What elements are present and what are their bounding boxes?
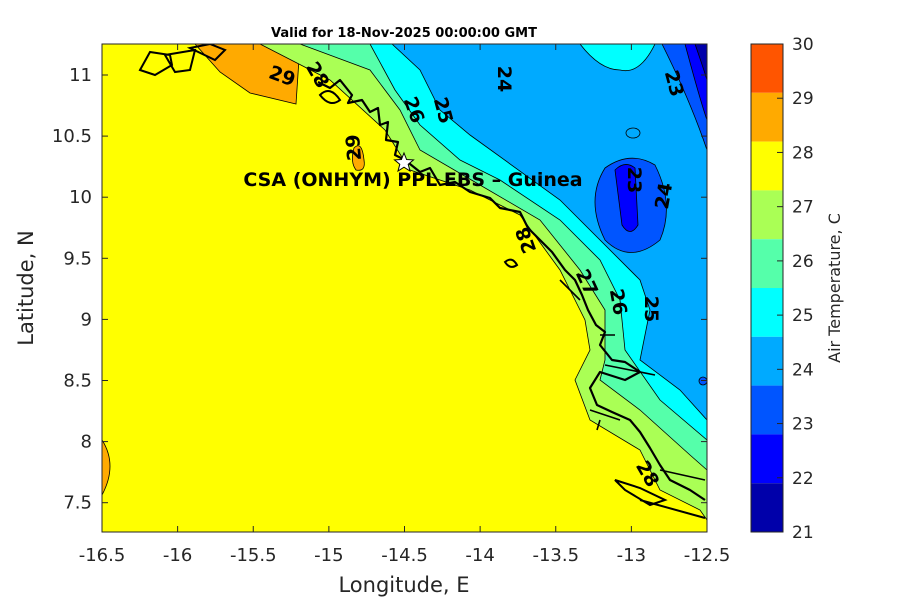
colorbar-swatch — [751, 141, 783, 191]
contour-label: 24 — [651, 181, 677, 211]
plot-title: Valid for 18-Nov-2025 00:00:00 GMT — [271, 26, 537, 41]
y-tick-label: 10.5 — [52, 126, 92, 147]
x-tick-label: -15.5 — [230, 545, 277, 566]
x-tick-label: -16.5 — [79, 545, 126, 566]
station-star-icon[interactable] — [393, 151, 415, 173]
colorbar-tick-label: 26 — [792, 252, 814, 272]
band-24-25-blob — [625, 127, 641, 139]
colorbar-swatch — [751, 336, 783, 386]
colorbar-swatch — [751, 288, 783, 337]
colorbar-swatch — [751, 92, 783, 142]
colorbar-swatch — [751, 190, 783, 240]
contour-label: 29 — [342, 133, 366, 161]
y-tick-label: 8 — [81, 432, 92, 453]
colorbar-swatch — [751, 434, 783, 484]
band-24-23 — [391, 44, 707, 421]
x-axis: -16.5 -16 -15.5 -15 -14.5 -14 -13.5 -13 -12.5 — [79, 44, 731, 566]
band-29-28 — [194, 44, 301, 105]
colorbar: 30 29 28 27 26 25 24 23 22 21 — [750, 35, 814, 543]
y-tick-label: 11 — [69, 65, 92, 86]
x-tick-label: -14 — [465, 545, 494, 566]
contour-map: 29 28 26 25 24 23 29 23 24 28 27 26 25 2… — [102, 44, 707, 532]
y-axis: 11 10.5 10 9.5 9 8.5 8 7.5 — [52, 65, 707, 514]
x-tick-label: -13 — [617, 545, 646, 566]
band-29-28-blob — [352, 145, 365, 171]
colorbar-swatch — [751, 44, 783, 93]
colorbar-tick-label: 21 — [792, 523, 814, 543]
colorbar-swatch — [751, 483, 783, 532]
colorbar-label: Air Temperature, C — [825, 213, 844, 363]
band-21 — [694, 44, 707, 81]
colorbar-swatch — [751, 385, 783, 435]
coastline-islands — [138, 44, 706, 519]
y-tick-label: 9 — [81, 309, 92, 330]
band-22-21-blob — [614, 164, 639, 232]
colorbar-tick-label: 22 — [792, 469, 814, 489]
x-tick-label: -16 — [163, 545, 192, 566]
contour-label: 26 — [605, 287, 631, 317]
colorbar-tick-label: 23 — [792, 415, 814, 435]
y-tick-label: 8.5 — [63, 371, 92, 392]
colorbar-tick-label: 27 — [792, 198, 814, 218]
x-tick-label: -12.5 — [684, 545, 731, 566]
colorbar-tick-label: 30 — [792, 35, 814, 55]
coastline — [317, 78, 706, 501]
colorbar-tick-label: 24 — [792, 360, 814, 380]
y-tick-label: 9.5 — [63, 248, 92, 269]
colorbar-swatch — [751, 239, 783, 288]
x-tick-label: -13.5 — [532, 545, 579, 566]
colorbar-tick-label: 28 — [792, 143, 814, 163]
contour-label: 24 — [493, 66, 515, 92]
y-tick-label: 7.5 — [63, 493, 92, 514]
y-axis-label: Latitude, N — [14, 230, 38, 346]
coastline-branches — [559, 279, 706, 481]
colorbar-tick-label: 25 — [792, 306, 814, 326]
colorbar-frame — [750, 43, 784, 533]
y-tick-label: 10 — [69, 187, 92, 208]
station-label: CSA (ONHYM) PPL EBS – Guinea — [243, 169, 582, 191]
contour-label: 23 — [623, 167, 645, 193]
colorbar-tick-label: 29 — [792, 89, 814, 109]
contour-label: 25 — [640, 296, 662, 322]
x-tick-label: -14.5 — [381, 545, 428, 566]
x-axis-label: Longitude, E — [338, 573, 469, 597]
x-tick-label: -15 — [314, 545, 343, 566]
